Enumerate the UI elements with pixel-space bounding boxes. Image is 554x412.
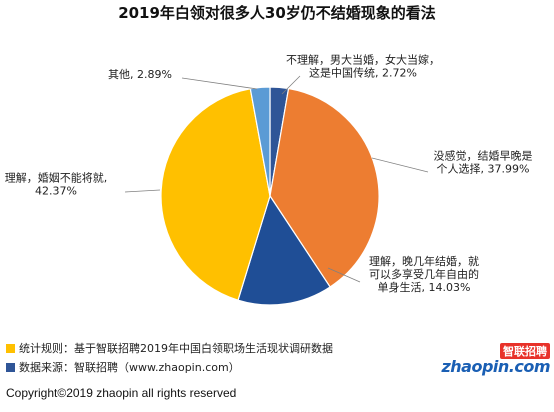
pie-slice — [160, 88, 271, 301]
note-marker-yellow — [6, 343, 15, 353]
note-text: 统计规则：基于智联招聘2019年中国白领职场生活现状调研数据 — [19, 342, 333, 355]
slice-labels: 不理解，男大当婚，女大当嫁，这是中国传统, 2.72% 没感觉，结婚早晚是个人选择… — [5, 53, 533, 295]
note-text: 数据来源：智联招聘（www.zhaopin.com） — [19, 361, 240, 374]
logo-wordmark: zhaopin.com — [441, 357, 550, 376]
slice-label: 没感觉，结婚早晚是个人选择, 37.99% — [434, 149, 533, 176]
pie-slice — [269, 87, 380, 288]
pie-slices — [160, 86, 380, 306]
leader-line — [327, 267, 361, 283]
slice-label: 不理解，男大当婚，女大当嫁，这是中国传统, 2.72% — [286, 53, 440, 80]
note-statistics-rule: 统计规则：基于智联招聘2019年中国白领职场生活现状调研数据 — [6, 340, 333, 356]
slice-label: 理解，晚几年结婚，就可以多享受几年自由的单身生活, 14.03% — [369, 254, 479, 294]
logo-chinese: 智联招聘 — [500, 343, 550, 359]
note-marker-blue — [6, 362, 15, 372]
chart-title: 2019年白领对很多人30岁仍不结婚现象的看法 — [118, 4, 436, 22]
leader-line — [281, 75, 301, 95]
pie-slice — [249, 86, 271, 197]
leader-line — [371, 157, 429, 173]
leader-lines — [124, 75, 429, 283]
leader-line — [181, 77, 258, 90]
note-data-source: 数据来源：智联招聘（www.zhaopin.com） — [6, 359, 240, 375]
slice-label: 理解，婚姻不能将就, 42.37% — [5, 171, 108, 198]
copyright-text: Copyright©2019 zhaopin all rights reserv… — [6, 386, 237, 400]
leader-line — [124, 189, 161, 193]
zhaopin-logo: 智联招聘 zhaopin.com — [441, 343, 550, 379]
slice-label: 其他, 2.89% — [108, 68, 172, 81]
pie-slice — [237, 194, 331, 306]
